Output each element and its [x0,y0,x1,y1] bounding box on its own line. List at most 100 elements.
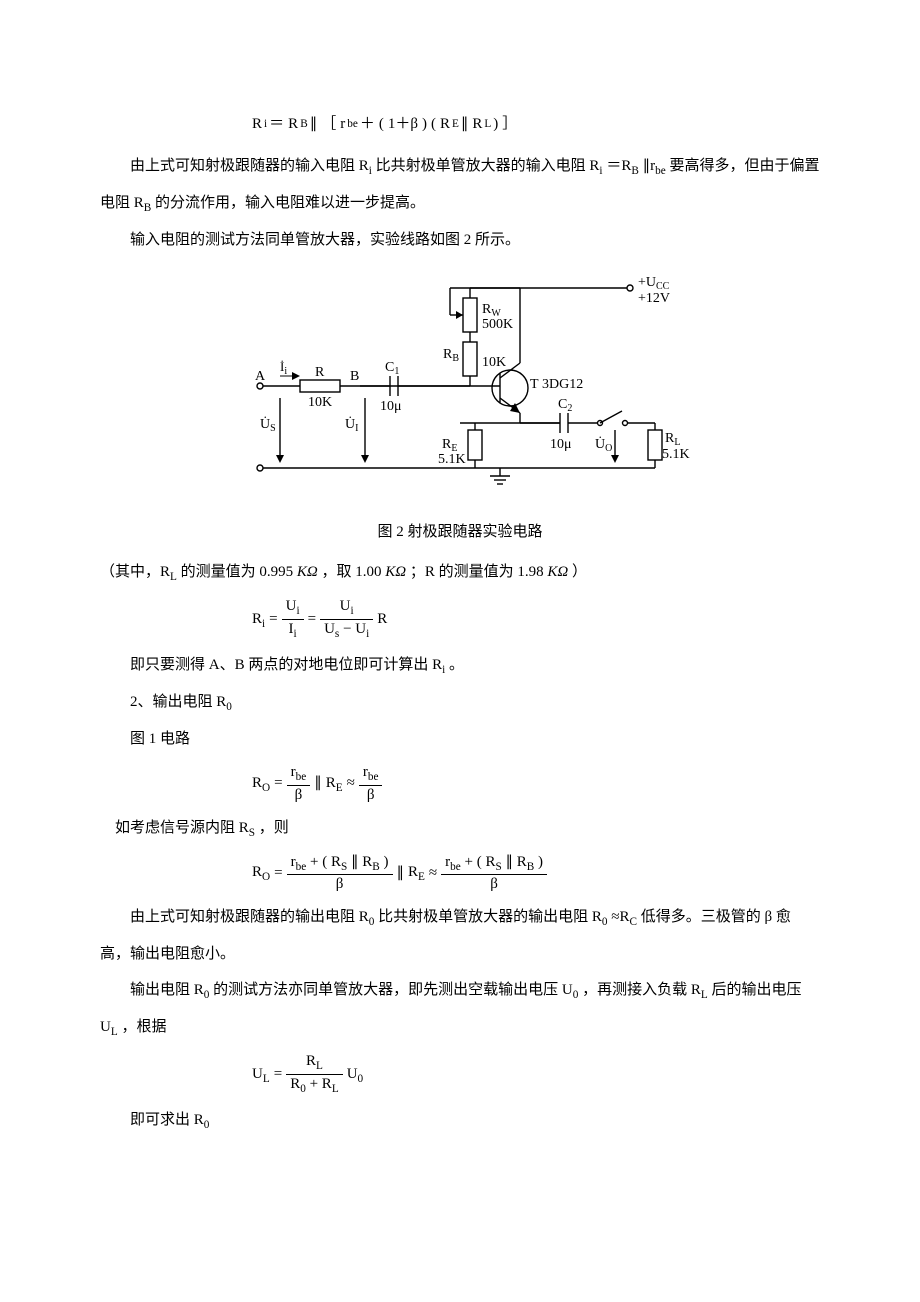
sub: be [655,165,666,177]
sub: L [111,1026,118,1038]
sub: 0 [369,916,375,928]
eq-text: + [465,854,477,870]
eq-text: r [340,106,345,142]
paragraph-8: 输出电阻 R0 的测试方法亦同单管放大器，即先测出空载输出电压 U0 ，再测接入… [100,972,820,1046]
eq-text: U [286,598,297,614]
sub: B [631,165,639,177]
paragraph-9: 即可求出 R0 [100,1102,820,1139]
eq-sub: S [496,861,502,873]
eq-text: U [324,621,335,637]
sub: 0 [204,989,210,1001]
eq-sub: i [296,605,299,617]
eq-sub: O [262,871,270,883]
label-C2: C2 [558,397,572,414]
eq-text: R [485,854,495,870]
paragraph-2: 输入电阻的测试方法同单管放大器，实验线路如图 2 所示。 [100,222,820,258]
label-T-model: 3DG12 [542,377,583,392]
eq-text: + [310,854,322,870]
text: ；R 的测量值为 1.98 [410,564,548,580]
eq-text: ≈ [347,765,355,801]
label-Ucc-val: +12V [638,291,670,306]
text: 如考虑信号源内阻 R [115,820,249,836]
eq-sub: B [527,861,535,873]
text: 的测量值为 0.995 [181,564,297,580]
paragraph-4: 2、输出电阻 R0 [100,684,820,721]
equation-ro-2: RO = rbe + ( RS ∥ RB ) β ∥ RE ≈ [100,853,820,894]
eq-text: ∥ [397,855,405,891]
eq-sub: L [484,111,491,138]
eq-text: ) [493,106,498,142]
document-page: Ri ＝ RB ∥ ［ rbe ＋ ( 1＋β ) ( RE ∥ RL ) ］ … [0,0,920,1199]
text: 的分流作用，输入电阻难以进一步提高。 [155,195,425,211]
eq-sub: i [351,605,354,617]
text: ∥r [643,158,656,174]
label-RB-val: 10K [482,355,506,370]
sub: C [630,916,638,928]
text: ，取 1.00 [322,564,386,580]
text-italic: KΩ [297,564,318,580]
eq-sub: i [262,618,265,630]
label-R: R [315,365,325,380]
eq-text: ( [431,106,436,142]
sub: i [369,165,372,177]
paragraph-7: 由上式可知射极跟随器的输出电阻 R0 比共射极单管放大器的输出电阻 R0 ≈RC… [100,899,820,972]
eq-text: β [441,875,547,893]
eq-text: β [287,786,311,804]
text: 。 [449,657,464,673]
sub: 0 [602,916,608,928]
eq-sub: L [263,1073,270,1085]
eq-text: ［ [321,106,336,142]
eq-text: 1＋β [388,106,418,142]
eq-text: R [252,864,262,880]
label-T: T [530,377,539,392]
text-italic: KΩ [547,564,568,580]
text: 比共射极单管放大器的输出电阻 R [378,909,602,925]
eq-text: ( [322,854,327,870]
eq-text: ∥ [351,854,362,870]
text: 即可求出 R [130,1112,204,1128]
paragraph-measure: （其中，RL 的测量值为 0.995 KΩ ，取 1.00 KΩ ；R 的测量值… [100,554,820,591]
equation-ri-calc: Ri = Ui Ii = Ui Us − Ui R [100,597,820,641]
eq-text: ) [384,854,389,870]
eq-text: R [362,854,372,870]
eq-text: ( [477,854,482,870]
sub: i [442,664,445,676]
label-Us: U̇S [260,415,276,434]
label-RL-val: 5.1K [662,447,690,462]
eq-text: ∥ [461,106,469,142]
paragraph-3: 即只要测得 A、B 两点的对地电位即可计算出 Ri 。 [100,647,820,684]
eq-text: ∥ [310,106,318,142]
eq-text: ∥ [506,854,517,870]
label-Ui: U̇I [345,415,358,434]
eq-sub: B [372,861,380,873]
eq-text: + [310,1076,322,1092]
eq-text: R [440,106,450,142]
eq-text: ≈ [429,855,437,891]
eq-sub: i [264,111,267,138]
eq-text: R [472,106,482,142]
label-RE-val: 5.1K [438,452,466,467]
eq-text: ＝ [269,106,284,142]
text: 2、输出电阻 R [130,694,226,710]
eq-sub: s [335,628,339,640]
eq-sub: be [296,771,307,783]
eq-sub: O [262,782,270,794]
eq-sub: 0 [358,1073,364,1085]
text: 图 1 电路 [130,731,190,747]
eq-sub: be [296,861,307,873]
label-C2-val: 10μ [550,437,572,452]
eq-text: U [252,1066,263,1082]
label-B: B [350,369,359,384]
text: ，则 [259,820,289,836]
eq-text: U [347,1066,358,1082]
label-Uo: U̇O [595,435,612,454]
label-RW-val: 500K [482,317,513,332]
sub: B [144,202,152,214]
text: 输出电阻 R [130,982,204,998]
label-C1: C1 [385,360,399,377]
eq-text: R [288,106,298,142]
figure-2-circuit: A B R 10K İi C1 10μ U̇S U̇I RB 10K RW 50… [230,258,690,508]
eq-text: ) [422,106,427,142]
eq-text: R [252,106,262,142]
eq-sub: E [336,782,343,794]
